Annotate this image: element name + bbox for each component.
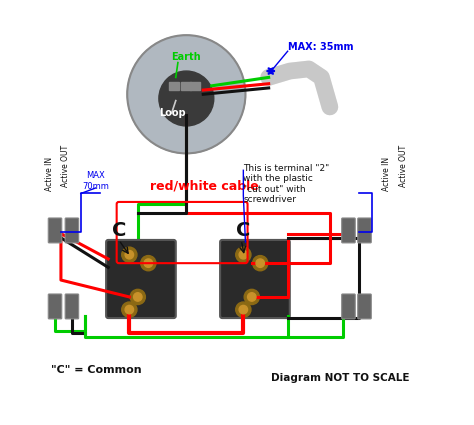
Circle shape (127, 35, 246, 153)
Bar (181, 82, 191, 90)
FancyBboxPatch shape (65, 294, 79, 319)
Circle shape (244, 289, 259, 305)
FancyBboxPatch shape (220, 240, 290, 318)
FancyBboxPatch shape (106, 240, 176, 318)
Circle shape (134, 293, 142, 301)
FancyBboxPatch shape (342, 218, 355, 243)
Text: Earth: Earth (172, 52, 201, 62)
Circle shape (125, 306, 134, 314)
Circle shape (256, 259, 264, 267)
FancyBboxPatch shape (65, 218, 79, 243)
Text: MAX: 35mm: MAX: 35mm (288, 42, 353, 52)
Circle shape (236, 247, 251, 262)
Text: C: C (236, 221, 251, 240)
Circle shape (159, 71, 214, 126)
Text: MAX
70mm: MAX 70mm (82, 171, 109, 190)
Text: Loop: Loop (159, 108, 185, 118)
Circle shape (239, 306, 247, 314)
Circle shape (122, 247, 137, 262)
Circle shape (141, 255, 156, 271)
Text: "C" = Common: "C" = Common (51, 365, 142, 375)
Text: This is terminal "2"
with the plastic
"cut out" with
screwdriver: This is terminal "2" with the plastic "c… (243, 164, 329, 204)
FancyBboxPatch shape (358, 218, 371, 243)
FancyBboxPatch shape (358, 294, 371, 319)
Circle shape (236, 302, 251, 317)
Circle shape (239, 250, 247, 259)
Circle shape (253, 255, 268, 271)
Text: Active IN: Active IN (45, 157, 54, 191)
Circle shape (125, 250, 134, 259)
Circle shape (122, 302, 137, 317)
Circle shape (130, 289, 146, 305)
Text: red/white cable: red/white cable (150, 179, 259, 192)
Circle shape (247, 293, 256, 301)
Text: Active OUT: Active OUT (62, 145, 71, 187)
Bar (169, 82, 179, 90)
FancyBboxPatch shape (48, 294, 62, 319)
Bar (190, 82, 200, 90)
Circle shape (144, 259, 153, 267)
Text: Active OUT: Active OUT (399, 145, 408, 187)
Text: Active IN: Active IN (383, 157, 392, 191)
FancyBboxPatch shape (48, 218, 62, 243)
Text: C: C (112, 221, 127, 240)
Text: Diagram NOT TO SCALE: Diagram NOT TO SCALE (271, 374, 409, 383)
FancyBboxPatch shape (342, 294, 355, 319)
